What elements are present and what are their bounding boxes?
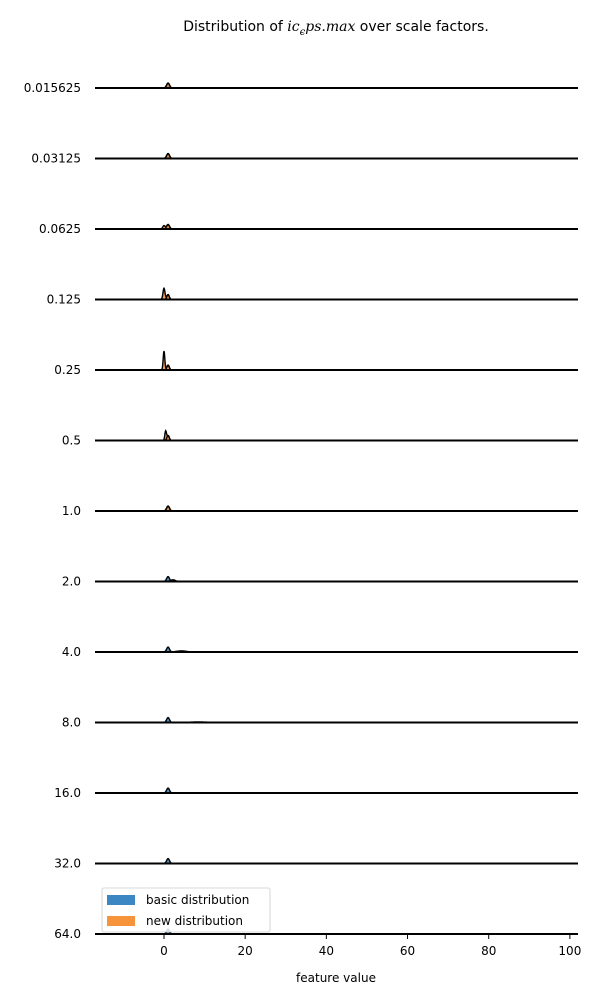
legend-label-new: new distribution: [146, 914, 243, 928]
ridge-row: 16.0: [54, 786, 578, 800]
legend-swatch-new: [107, 916, 135, 926]
legend-label-basic: basic distribution: [146, 893, 249, 907]
new-distribution-area: [95, 288, 578, 300]
ridge-row: 0.5: [62, 429, 578, 448]
x-axis: 0 20 40 60 80 100: [160, 934, 581, 958]
ridge-row: 4.0: [62, 645, 578, 659]
ridge-row: 0.0625: [39, 222, 578, 236]
chart-title-suffix: over scale factors.: [355, 19, 488, 35]
y-tick-label: 8.0: [62, 716, 81, 730]
ridge-row: 0.03125: [31, 152, 578, 166]
ridge-row: 8.0: [62, 716, 578, 730]
chart-title-math-rest: ps.max: [305, 19, 355, 35]
chart-title-math: ic: [287, 19, 299, 35]
y-tick-label: 0.03125: [31, 152, 81, 166]
legend-swatch-basic: [107, 895, 135, 905]
legend-frame: [101, 887, 271, 933]
y-tick-label: 0.125: [47, 293, 81, 307]
y-tick-label: 0.0625: [39, 222, 81, 236]
x-tick-label: 20: [238, 944, 253, 958]
ridge-row: 0.015625: [24, 81, 578, 95]
chart-title: Distribution of icϵps.max over scale fac…: [183, 19, 489, 38]
ridge-row: 64.0: [54, 927, 578, 941]
ridge-row: 2.0: [62, 575, 578, 589]
x-tick-label: 0: [160, 944, 168, 958]
y-tick-label: 4.0: [62, 645, 81, 659]
y-tick-label: 16.0: [54, 786, 81, 800]
y-tick-label: 0.015625: [24, 81, 81, 95]
y-tick-label: 0.5: [62, 434, 81, 448]
x-tick-label: 40: [319, 944, 334, 958]
y-tick-label: 0.25: [54, 363, 81, 377]
chart-title-subscript: ϵ: [300, 27, 306, 38]
y-tick-label: 64.0: [54, 927, 81, 941]
x-axis-label: feature value: [296, 971, 376, 985]
x-tick-label: 100: [558, 944, 581, 958]
ridge-row: 1.0: [62, 504, 578, 518]
ridge-rows: 0.015625 0.03125 0.0625 0.125 0.25 0.5 1.0 2.0 4…: [24, 81, 578, 941]
x-tick-label: 80: [481, 944, 496, 958]
x-tick-label: 60: [400, 944, 415, 958]
ridge-row: 0.125: [47, 286, 578, 307]
ridge-row: 0.25: [54, 350, 578, 377]
y-tick-label: 1.0: [62, 504, 81, 518]
y-tick-label: 32.0: [54, 857, 81, 871]
legend: basic distribution new distribution: [101, 887, 271, 933]
chart-title-prefix: Distribution of: [183, 19, 287, 35]
y-tick-label: 2.0: [62, 575, 81, 589]
ridge-row: 32.0: [54, 857, 578, 871]
